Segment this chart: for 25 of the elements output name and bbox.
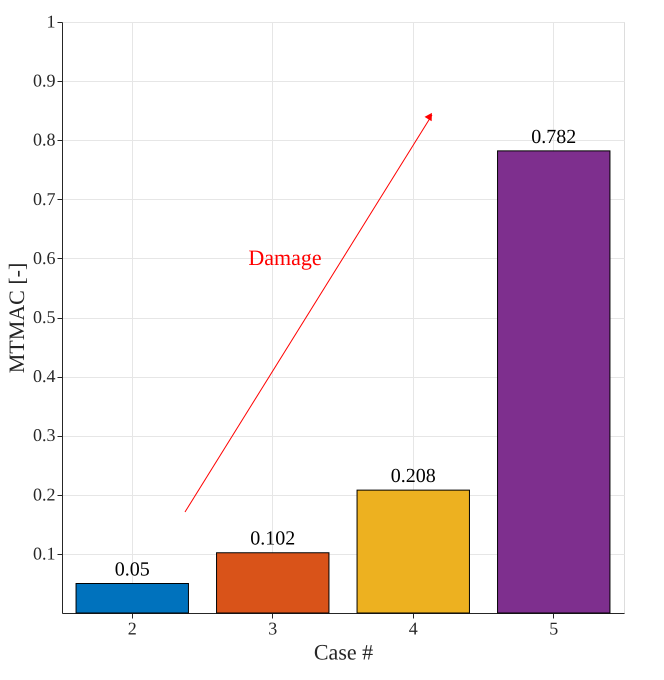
bar <box>356 490 470 614</box>
y-tick-label: 0.6 <box>33 248 56 268</box>
y-tick-label: 0.9 <box>33 70 56 91</box>
bar <box>76 582 189 614</box>
x-tick-label: 4 <box>408 618 418 638</box>
x-tick-label: 3 <box>268 618 278 638</box>
y-tick-label: 1 <box>46 12 56 32</box>
bar <box>216 552 330 614</box>
y-tick-label: 0.5 <box>33 307 56 327</box>
y-tick-label: 0.8 <box>33 130 56 150</box>
data-label: 0.782 <box>531 126 576 148</box>
y-tick-label: 0.1 <box>33 543 56 564</box>
annotation: Damage <box>248 245 322 270</box>
y-tick-label: 0.2 <box>33 484 56 504</box>
data-label: 0.05 <box>114 558 150 580</box>
x-tick-label: 5 <box>549 618 558 638</box>
x-tick-label: 2 <box>128 618 137 638</box>
y-axis-title: MTMAC [-] <box>4 262 29 374</box>
y-tick-label: 0.4 <box>33 366 56 386</box>
data-label: 0.208 <box>390 465 436 488</box>
data-label: 0.102 <box>250 528 296 550</box>
x-axis-title: Case # <box>314 640 374 664</box>
y-tick-label: 0.7 <box>33 188 56 209</box>
bar <box>497 150 610 614</box>
y-tick-label: 0.3 <box>33 425 56 446</box>
